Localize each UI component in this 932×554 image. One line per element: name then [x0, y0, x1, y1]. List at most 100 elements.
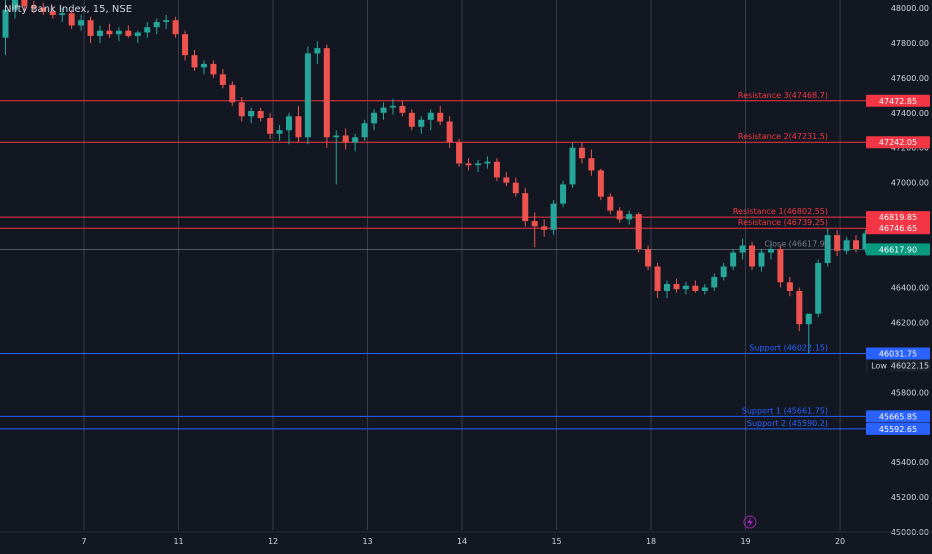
candle-body[interactable] [182, 34, 189, 56]
candle-body[interactable] [87, 20, 94, 36]
candle-body[interactable] [68, 13, 75, 26]
candle-body[interactable] [125, 30, 132, 36]
candle-body[interactable] [257, 111, 264, 119]
candle-body[interactable] [106, 30, 113, 35]
candle-body[interactable] [2, 9, 9, 38]
candle-body[interactable] [49, 11, 56, 15]
candle-body[interactable] [286, 116, 292, 131]
candle-body[interactable] [597, 170, 604, 197]
candle-body[interactable] [503, 177, 510, 183]
candle-body[interactable] [862, 233, 869, 250]
candle-body[interactable] [40, 8, 47, 12]
candle-body[interactable] [295, 116, 302, 138]
chart-title: Nifty Bank Index, 15, NSE [4, 4, 133, 15]
candle-body[interactable] [134, 32, 141, 36]
candle-body[interactable] [560, 184, 567, 204]
candle-body[interactable] [550, 203, 557, 230]
candle-body[interactable] [219, 74, 226, 85]
candle-body[interactable] [484, 161, 491, 164]
candle-body[interactable] [767, 249, 774, 253]
candle-body[interactable] [267, 118, 274, 134]
candle-body[interactable] [333, 135, 340, 138]
candle-body[interactable] [692, 285, 699, 291]
candle-body[interactable] [314, 48, 321, 54]
candle-body[interactable] [749, 245, 756, 267]
candle-body[interactable] [229, 84, 236, 103]
candle-body[interactable] [843, 240, 850, 251]
candle-body[interactable] [437, 112, 444, 122]
candle-body[interactable] [21, 0, 28, 7]
candle-body[interactable] [465, 163, 472, 166]
candle-body[interactable] [853, 240, 859, 250]
candle-body[interactable] [786, 282, 793, 291]
candle-body[interactable] [815, 263, 822, 314]
candle-body[interactable] [635, 214, 642, 250]
candle-body[interactable] [730, 252, 737, 267]
candle-body[interactable] [626, 214, 633, 220]
candle-body[interactable] [163, 20, 170, 22]
price-axis[interactable] [866, 0, 932, 550]
lightning-icon[interactable] [743, 515, 757, 529]
candle-body[interactable] [758, 252, 765, 267]
candle-body[interactable] [512, 182, 519, 194]
candle-body[interactable] [777, 249, 784, 283]
candle-body[interactable] [408, 112, 415, 127]
candle-body[interactable] [607, 196, 614, 211]
candle-body[interactable] [569, 147, 576, 185]
candle-body[interactable] [475, 163, 481, 166]
candle-body[interactable] [720, 266, 727, 277]
y-tick-label: 45400.00 [891, 458, 929, 467]
candle-body[interactable] [446, 121, 453, 143]
candle-body[interactable] [248, 111, 255, 117]
candle-body[interactable] [78, 20, 85, 26]
candle-body[interactable] [389, 105, 396, 108]
candle-body[interactable] [834, 235, 841, 251]
candle-body[interactable] [371, 112, 378, 124]
candle-body[interactable] [522, 193, 529, 222]
candle-body[interactable] [276, 130, 283, 134]
y-tick-label: 47600.00 [891, 74, 929, 83]
candle-body[interactable] [380, 107, 387, 113]
candle-body[interactable] [153, 21, 160, 28]
candle-body[interactable] [711, 276, 718, 288]
candle-body[interactable] [352, 137, 359, 143]
candle-body[interactable] [304, 53, 311, 138]
candle-body[interactable] [210, 63, 217, 75]
candle-body[interactable] [654, 266, 661, 291]
candle-body[interactable] [115, 30, 122, 35]
candle-body[interactable] [456, 142, 463, 164]
candle-body[interactable] [361, 123, 368, 138]
candle-body[interactable] [796, 290, 803, 325]
candle-body[interactable] [664, 283, 670, 291]
candle-body[interactable] [97, 30, 103, 36]
candle-body[interactable] [805, 313, 812, 325]
candle-body[interactable] [200, 63, 207, 68]
candle-body[interactable] [701, 287, 708, 291]
candle-body[interactable] [427, 112, 434, 120]
candle-body[interactable] [238, 102, 245, 117]
candle-body[interactable] [588, 158, 595, 171]
candle-body[interactable] [616, 210, 623, 220]
candle-body[interactable] [541, 226, 548, 230]
candle-body[interactable] [418, 119, 425, 127]
candle-body[interactable] [399, 105, 406, 113]
candle-body[interactable] [172, 20, 179, 35]
candle-body[interactable] [739, 245, 746, 253]
candle-body[interactable] [682, 285, 689, 290]
candle-body[interactable] [673, 283, 680, 290]
candle-body[interactable] [144, 27, 151, 33]
candle-body[interactable] [531, 221, 538, 227]
candle-body[interactable] [30, 6, 37, 8]
candle-body[interactable] [578, 147, 585, 159]
candle-body[interactable] [59, 13, 66, 15]
candle-body[interactable] [11, 0, 18, 10]
candle-body[interactable] [342, 135, 349, 143]
y-tick-label: 45800.00 [891, 388, 929, 397]
candle-body[interactable] [323, 48, 330, 138]
candle-body[interactable] [645, 249, 652, 267]
candle-body[interactable] [191, 55, 198, 68]
candle-body[interactable] [493, 161, 500, 178]
candle-body[interactable] [824, 235, 831, 264]
